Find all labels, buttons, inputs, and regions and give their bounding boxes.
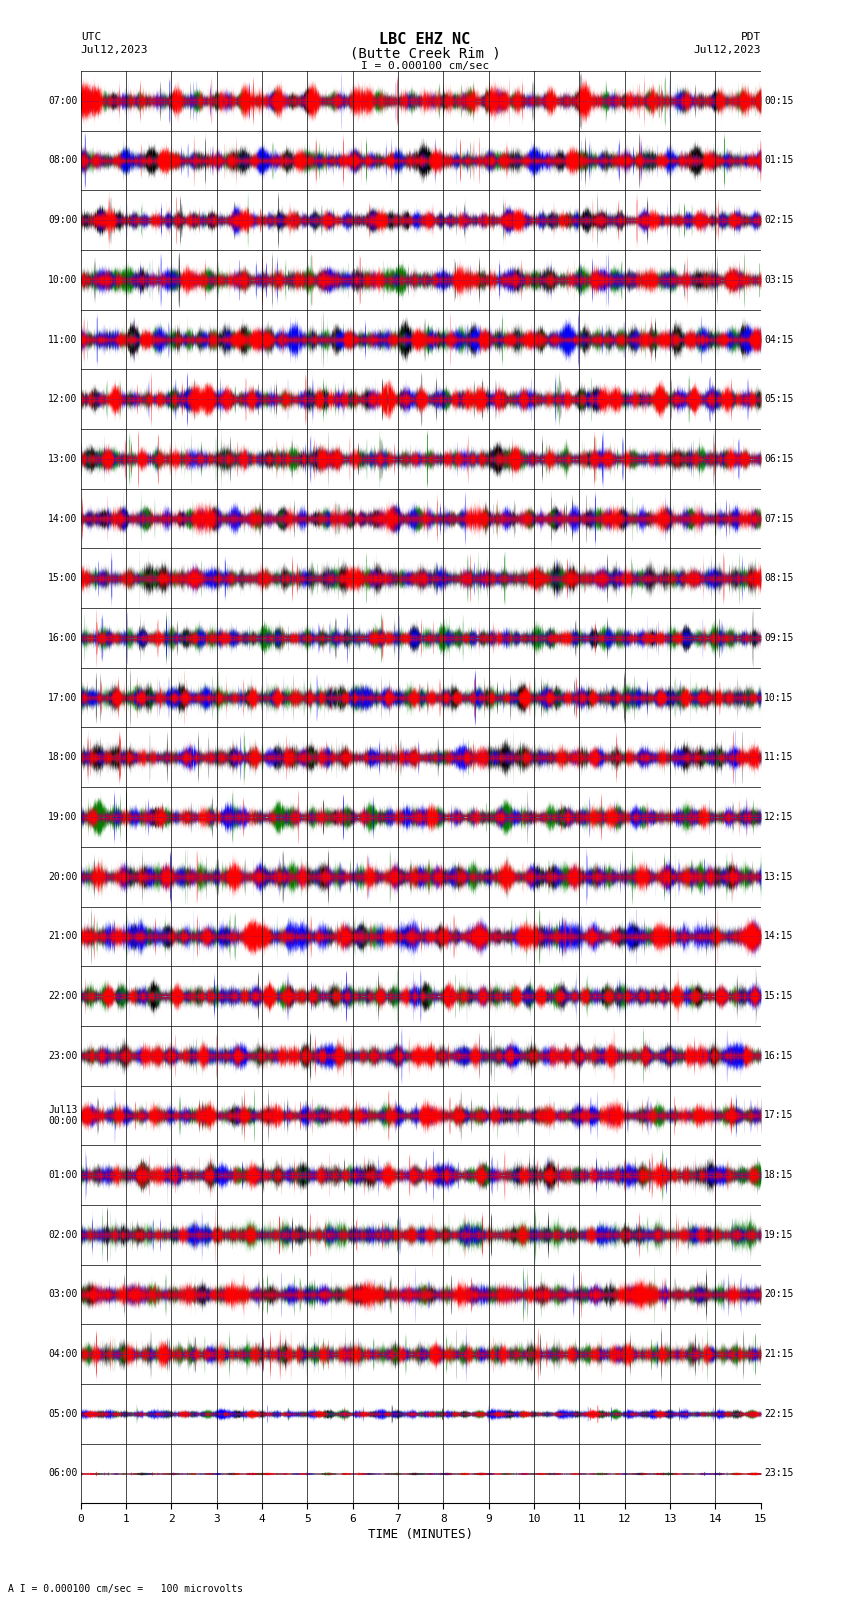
Text: 22:15: 22:15 xyxy=(764,1408,794,1419)
Text: 21:15: 21:15 xyxy=(764,1348,794,1360)
Text: 14:00: 14:00 xyxy=(48,513,77,524)
Text: I = 0.000100 cm/sec: I = 0.000100 cm/sec xyxy=(361,61,489,71)
Text: 17:15: 17:15 xyxy=(764,1110,794,1121)
Text: 09:00: 09:00 xyxy=(48,215,77,226)
Text: 07:00: 07:00 xyxy=(48,95,77,106)
Text: LBC EHZ NC: LBC EHZ NC xyxy=(379,32,471,47)
Text: 11:00: 11:00 xyxy=(48,334,77,345)
Text: Jul12,2023: Jul12,2023 xyxy=(81,45,148,55)
Text: 10:15: 10:15 xyxy=(764,692,794,703)
Text: 19:15: 19:15 xyxy=(764,1229,794,1240)
Text: Jul13
00:00: Jul13 00:00 xyxy=(48,1105,77,1126)
Text: 04:15: 04:15 xyxy=(764,334,794,345)
Text: 23:15: 23:15 xyxy=(764,1468,794,1479)
Text: 23:00: 23:00 xyxy=(48,1050,77,1061)
Text: 15:15: 15:15 xyxy=(764,990,794,1002)
Text: 02:00: 02:00 xyxy=(48,1229,77,1240)
Text: 17:00: 17:00 xyxy=(48,692,77,703)
Text: 07:15: 07:15 xyxy=(764,513,794,524)
Text: 12:00: 12:00 xyxy=(48,394,77,405)
Text: 20:15: 20:15 xyxy=(764,1289,794,1300)
Text: UTC: UTC xyxy=(81,32,101,42)
Text: 22:00: 22:00 xyxy=(48,990,77,1002)
Text: 06:00: 06:00 xyxy=(48,1468,77,1479)
Text: 20:00: 20:00 xyxy=(48,871,77,882)
Text: 12:15: 12:15 xyxy=(764,811,794,823)
Text: 19:00: 19:00 xyxy=(48,811,77,823)
Text: 06:15: 06:15 xyxy=(764,453,794,465)
Text: 05:15: 05:15 xyxy=(764,394,794,405)
Text: 08:00: 08:00 xyxy=(48,155,77,166)
Text: PDT: PDT xyxy=(740,32,761,42)
Text: 16:15: 16:15 xyxy=(764,1050,794,1061)
Text: 15:00: 15:00 xyxy=(48,573,77,584)
Text: 04:00: 04:00 xyxy=(48,1348,77,1360)
Text: 13:15: 13:15 xyxy=(764,871,794,882)
Text: 01:15: 01:15 xyxy=(764,155,794,166)
Text: 14:15: 14:15 xyxy=(764,931,794,942)
Text: 03:00: 03:00 xyxy=(48,1289,77,1300)
Text: 01:00: 01:00 xyxy=(48,1169,77,1181)
Text: (Butte Creek Rim ): (Butte Creek Rim ) xyxy=(349,47,501,61)
Text: 11:15: 11:15 xyxy=(764,752,794,763)
Text: 03:15: 03:15 xyxy=(764,274,794,286)
Text: A I = 0.000100 cm/sec =   100 microvolts: A I = 0.000100 cm/sec = 100 microvolts xyxy=(8,1584,243,1594)
Text: 09:15: 09:15 xyxy=(764,632,794,644)
Text: 10:00: 10:00 xyxy=(48,274,77,286)
Text: 18:00: 18:00 xyxy=(48,752,77,763)
X-axis label: TIME (MINUTES): TIME (MINUTES) xyxy=(368,1528,473,1540)
Text: 18:15: 18:15 xyxy=(764,1169,794,1181)
Text: 08:15: 08:15 xyxy=(764,573,794,584)
Text: 21:00: 21:00 xyxy=(48,931,77,942)
Text: 13:00: 13:00 xyxy=(48,453,77,465)
Text: 05:00: 05:00 xyxy=(48,1408,77,1419)
Text: 16:00: 16:00 xyxy=(48,632,77,644)
Text: Jul12,2023: Jul12,2023 xyxy=(694,45,761,55)
Text: 00:15: 00:15 xyxy=(764,95,794,106)
Text: 02:15: 02:15 xyxy=(764,215,794,226)
